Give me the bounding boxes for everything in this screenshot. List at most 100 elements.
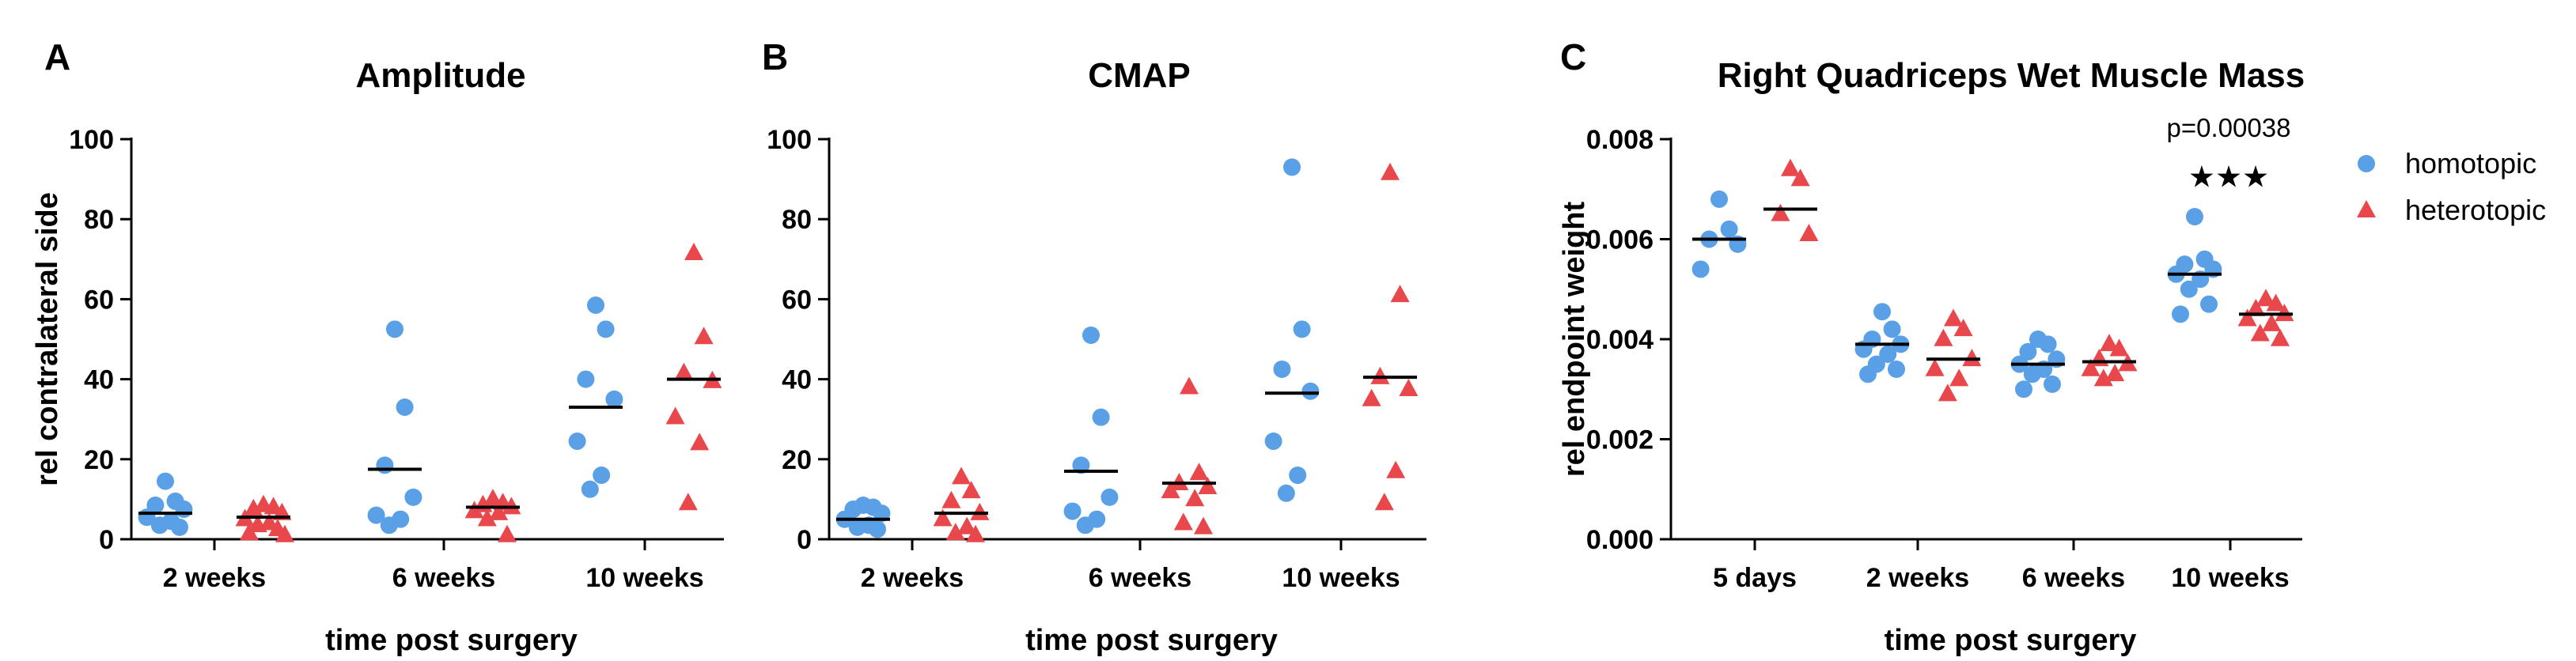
point-homotopic-c: [2200, 295, 2218, 313]
point-heterotopic-c: [2271, 328, 2290, 346]
point-heterotopic-c: [1962, 349, 1982, 367]
point-homotopic-c: [1691, 260, 1710, 278]
point-heterotopic-c: [2256, 289, 2275, 307]
p-value-annotation: p=0.00038: [2167, 113, 2291, 142]
point-heterotopic-c: [2266, 293, 2286, 312]
point-heterotopic-c: [2109, 338, 2129, 357]
point-heterotopic-b: [1381, 162, 1400, 180]
point-homotopic-c: [2186, 208, 2203, 226]
point-heterotopic-a: [244, 498, 263, 516]
point-homotopic-c: [2172, 305, 2189, 323]
panel-letter-b: B: [762, 36, 788, 77]
point-homotopic-c: [2015, 380, 2032, 398]
point-heterotopic-b: [945, 523, 965, 541]
y-tick-label-b: 0: [797, 525, 812, 555]
y-tick-label-a: 20: [84, 445, 114, 475]
legend-marker-heterotopic: [2357, 200, 2376, 217]
point-heterotopic-c: [2100, 334, 2119, 352]
point-heterotopic-c: [1781, 158, 1800, 176]
x-tick-label-b: 10 weeks: [1282, 563, 1400, 593]
y-tick-label-c: 0.000: [1586, 525, 1654, 555]
x-tick-label-a: 6 weeks: [392, 563, 495, 593]
x-axis-label-c: time post surgery: [1885, 624, 2137, 657]
x-axis-label-a: time post surgery: [325, 624, 578, 657]
point-heterotopic-c: [1934, 328, 1953, 346]
point-heterotopic-a: [240, 523, 259, 541]
point-homotopic-c: [2180, 280, 2198, 298]
point-homotopic-a: [146, 496, 165, 514]
point-heterotopic-a: [477, 508, 497, 527]
point-heterotopic-c: [2262, 313, 2282, 331]
point-heterotopic-b: [1180, 376, 1199, 395]
point-homotopic-c: [1879, 345, 1897, 363]
y-tick-label-b: 40: [782, 365, 812, 395]
significance-stars: ★★★: [2188, 161, 2269, 195]
y-tick-label-c: 0.008: [1586, 125, 1654, 155]
point-heterotopic-a: [502, 497, 521, 515]
point-heterotopic-b: [1185, 489, 1205, 507]
point-heterotopic-b: [1194, 516, 1213, 534]
point-heterotopic-b: [1390, 285, 1410, 303]
point-homotopic-b: [1082, 326, 1100, 344]
y-tick-label-c: 0.004: [1586, 325, 1654, 355]
point-homotopic-b: [1273, 360, 1291, 378]
point-heterotopic-b: [1169, 472, 1189, 490]
point-heterotopic-b: [1198, 477, 1218, 495]
chart-title-a: Amplitude: [355, 56, 525, 95]
point-heterotopic-b: [1399, 379, 1419, 397]
point-heterotopic-c: [2237, 308, 2257, 327]
point-heterotopic-b: [933, 508, 953, 527]
point-heterotopic-b: [1189, 463, 1209, 481]
point-heterotopic-b: [970, 502, 990, 520]
point-heterotopic-a: [684, 243, 703, 261]
point-heterotopic-a: [498, 524, 517, 542]
point-heterotopic-b: [952, 466, 971, 485]
panel-letter-a: A: [44, 36, 70, 77]
point-homotopic-b: [1100, 488, 1119, 506]
chart-title-b: CMAP: [1088, 56, 1191, 95]
point-heterotopic-a: [483, 489, 502, 507]
point-heterotopic-a: [665, 406, 685, 425]
panel-a: A Amplitude 0 20 40 60 80 100 2 weeks 6 weeks 10 …: [31, 36, 724, 657]
x-tick-label-b: 6 weeks: [1089, 563, 1191, 593]
point-heterotopic-c: [2275, 304, 2294, 322]
point-homotopic-b: [1092, 408, 1110, 426]
point-heterotopic-a: [464, 500, 484, 519]
y-tick-label-a: 0: [99, 525, 114, 555]
panel-letter-c: C: [1560, 36, 1586, 77]
y-tick-label-b: 20: [782, 445, 812, 475]
x-tick-label-b: 2 weeks: [861, 563, 964, 593]
point-heterotopic-c: [2246, 298, 2266, 316]
point-homotopic-a: [568, 432, 586, 451]
point-heterotopic-b: [957, 516, 977, 534]
point-homotopic-b: [873, 504, 891, 523]
point-homotopic-a: [367, 506, 385, 524]
point-heterotopic-c: [1944, 308, 1963, 327]
y-tick-label-c: 0.006: [1586, 225, 1654, 255]
point-heterotopic-b: [1374, 493, 1394, 511]
y-tick-label-a: 100: [69, 125, 114, 155]
point-heterotopic-c: [2250, 323, 2270, 342]
point-heterotopic-b: [1370, 366, 1390, 384]
point-heterotopic-b: [1386, 460, 1406, 478]
y-tick-label-b: 100: [767, 125, 812, 155]
point-heterotopic-a: [694, 327, 714, 345]
point-heterotopic-c: [1790, 168, 1810, 187]
point-homotopic-a: [380, 516, 398, 534]
point-homotopic-a: [396, 398, 414, 417]
y-axis-label-a: rel contralateral side: [31, 192, 64, 486]
point-homotopic-c: [1720, 220, 1738, 238]
point-homotopic-c: [1859, 365, 1877, 383]
point-homotopic-b: [1264, 432, 1282, 451]
point-heterotopic-c: [2093, 368, 2113, 387]
panel-b: B CMAP 0 20 40 60 80 100 2 weeks 6 weeks 10 weeks…: [762, 36, 1426, 657]
point-heterotopic-b: [1362, 388, 1381, 406]
x-tick-label-a: 2 weeks: [163, 563, 266, 593]
point-homotopic-a: [404, 488, 422, 506]
point-heterotopic-c: [2105, 364, 2125, 382]
point-homotopic-a: [150, 516, 169, 534]
point-homotopic-c: [2044, 375, 2061, 393]
point-heterotopic-c: [1938, 383, 1957, 402]
x-tick-label-c: 10 weeks: [2171, 563, 2289, 593]
